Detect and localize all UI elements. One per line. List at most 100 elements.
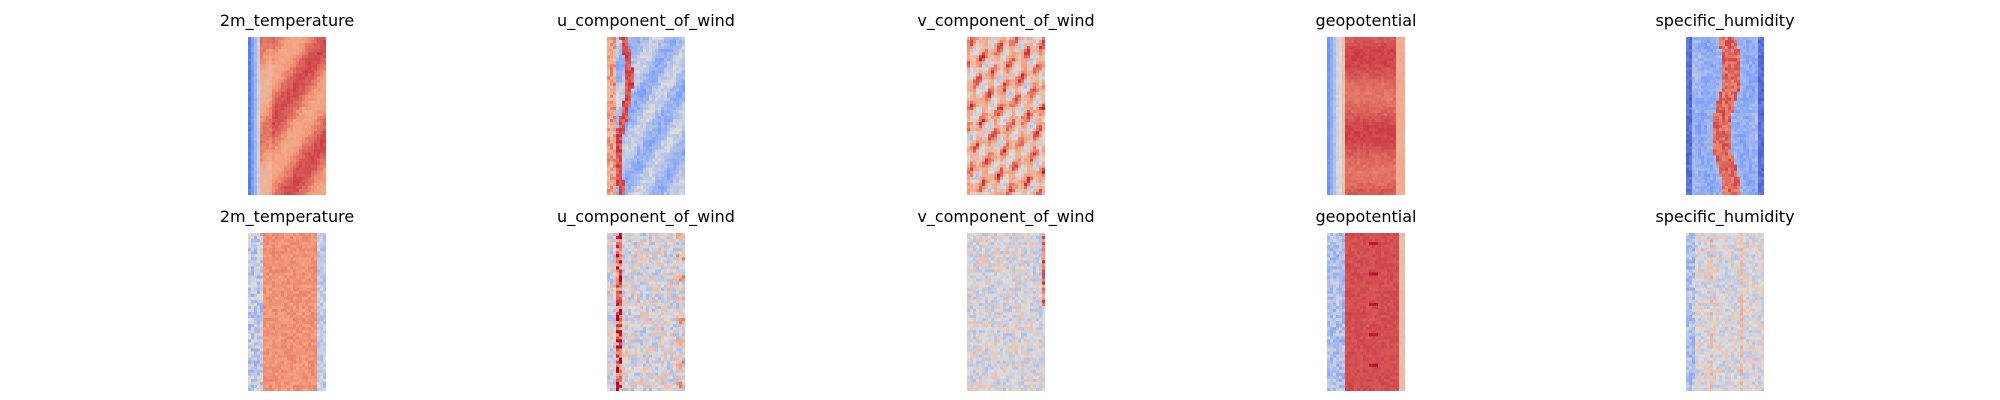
heatmap-cell xyxy=(991,131,995,135)
heatmap-cell xyxy=(628,64,632,68)
heatmap-cell xyxy=(1027,43,1031,47)
heatmap-cell xyxy=(1030,76,1034,80)
heatmap-cell xyxy=(263,128,267,132)
heatmap-cell xyxy=(982,112,986,117)
heatmap-cell xyxy=(1012,134,1016,138)
heatmap-cell xyxy=(323,67,326,71)
heatmap-cell xyxy=(667,106,671,111)
heatmap-cell xyxy=(269,128,273,132)
heatmap-cell xyxy=(1384,67,1388,71)
heatmap-cell xyxy=(676,191,680,195)
heatmap-cell xyxy=(266,149,270,153)
heatmap-cell xyxy=(314,143,318,147)
heatmap-cell xyxy=(640,134,644,138)
heatmap-cell xyxy=(323,94,326,99)
heatmap-cell xyxy=(982,58,986,62)
heatmap-cell xyxy=(637,106,641,111)
heatmap-cell xyxy=(272,91,276,96)
heatmap-cell xyxy=(973,97,977,102)
heatmap-cell xyxy=(1018,61,1022,65)
heatmap-cell xyxy=(967,134,971,138)
heatmap-cell xyxy=(1027,182,1031,187)
heatmap-cell xyxy=(1036,134,1040,138)
heatmap-cell xyxy=(1033,103,1037,108)
heatmap-cell xyxy=(994,149,998,153)
heatmap-cell xyxy=(1000,88,1004,93)
heatmap-cell xyxy=(248,128,252,132)
heatmap-cell xyxy=(967,43,971,47)
heatmap-cell xyxy=(257,125,261,129)
heatmap-cell xyxy=(652,116,656,120)
heatmap-cell xyxy=(1006,173,1010,178)
heatmap-cell xyxy=(275,158,279,162)
heatmap-cell xyxy=(1027,52,1031,56)
heatmap-cell xyxy=(1009,61,1013,65)
heatmap-cell xyxy=(628,58,632,62)
heatmap-cell xyxy=(652,131,656,135)
heatmap-cell xyxy=(1033,67,1037,71)
heatmap-cell xyxy=(296,64,300,68)
heatmap-cell xyxy=(320,149,324,153)
heatmap-cell xyxy=(1360,122,1364,126)
heatmap-cell xyxy=(667,52,671,56)
heatmap-cell xyxy=(970,164,974,169)
heatmap-cell xyxy=(1384,43,1388,47)
heatmap-cell xyxy=(1357,58,1361,62)
heatmap-cell xyxy=(323,106,326,111)
heatmap-cell xyxy=(652,94,656,99)
heatmap-cell xyxy=(1342,97,1346,102)
heatmap-cell xyxy=(254,140,258,144)
heatmap-cell xyxy=(248,146,252,150)
heatmap-cell xyxy=(266,179,270,184)
heatmap-cell xyxy=(1363,128,1367,132)
heatmap-cell xyxy=(1030,131,1034,135)
heatmap-cell xyxy=(320,100,324,105)
heatmap-cell xyxy=(973,76,977,80)
heatmap-cell xyxy=(982,73,986,77)
heatmap-cell xyxy=(263,164,267,169)
heatmap-cell xyxy=(248,46,252,50)
heatmap-cell xyxy=(1402,46,1405,50)
heatmap-cell xyxy=(296,91,300,96)
heatmap-cell xyxy=(290,131,294,135)
heatmap-cell xyxy=(988,64,992,68)
heatmap-cell xyxy=(1357,94,1361,99)
heatmap-cell xyxy=(305,61,309,65)
heatmap-cell xyxy=(305,122,309,126)
heatmap-cell xyxy=(967,61,971,65)
heatmap-cell xyxy=(616,152,620,156)
heatmap-cell xyxy=(1372,91,1376,96)
heatmap-cell xyxy=(296,191,300,195)
heatmap-cell xyxy=(637,161,641,166)
heatmap-cell xyxy=(1345,125,1349,129)
heatmap-cell xyxy=(634,40,638,44)
heatmap-cell xyxy=(260,40,264,44)
heatmap-cell xyxy=(1357,91,1361,96)
heatmap-cell xyxy=(254,179,258,184)
heatmap-cell xyxy=(676,43,680,47)
heatmap-cell xyxy=(266,164,270,169)
heatmap-cell xyxy=(994,164,998,169)
heatmap-cell xyxy=(967,88,971,93)
heatmap-cell xyxy=(320,64,324,68)
heatmap-cell xyxy=(607,64,611,68)
heatmap-cell xyxy=(302,155,306,159)
heatmap-cell xyxy=(967,188,971,193)
heatmap-cell xyxy=(272,122,276,126)
heatmap-cell xyxy=(266,52,270,56)
heatmap-cell xyxy=(1036,100,1040,105)
heatmap-cell xyxy=(1012,128,1016,132)
heatmap-cell xyxy=(263,122,267,126)
heatmap-cell xyxy=(1033,131,1037,135)
heatmap-cell xyxy=(266,73,270,77)
heatmap-cell xyxy=(970,40,974,44)
heatmap-cell xyxy=(997,119,1001,123)
heatmap-cell xyxy=(1024,76,1028,80)
heatmap-cell xyxy=(1396,140,1400,144)
heatmap-cell xyxy=(622,109,626,114)
heatmap-cell xyxy=(607,185,611,190)
heatmap-cell xyxy=(311,146,315,150)
heatmap-cell xyxy=(1036,52,1040,56)
heatmap-cell xyxy=(976,91,980,96)
heatmap-cell xyxy=(281,143,285,147)
